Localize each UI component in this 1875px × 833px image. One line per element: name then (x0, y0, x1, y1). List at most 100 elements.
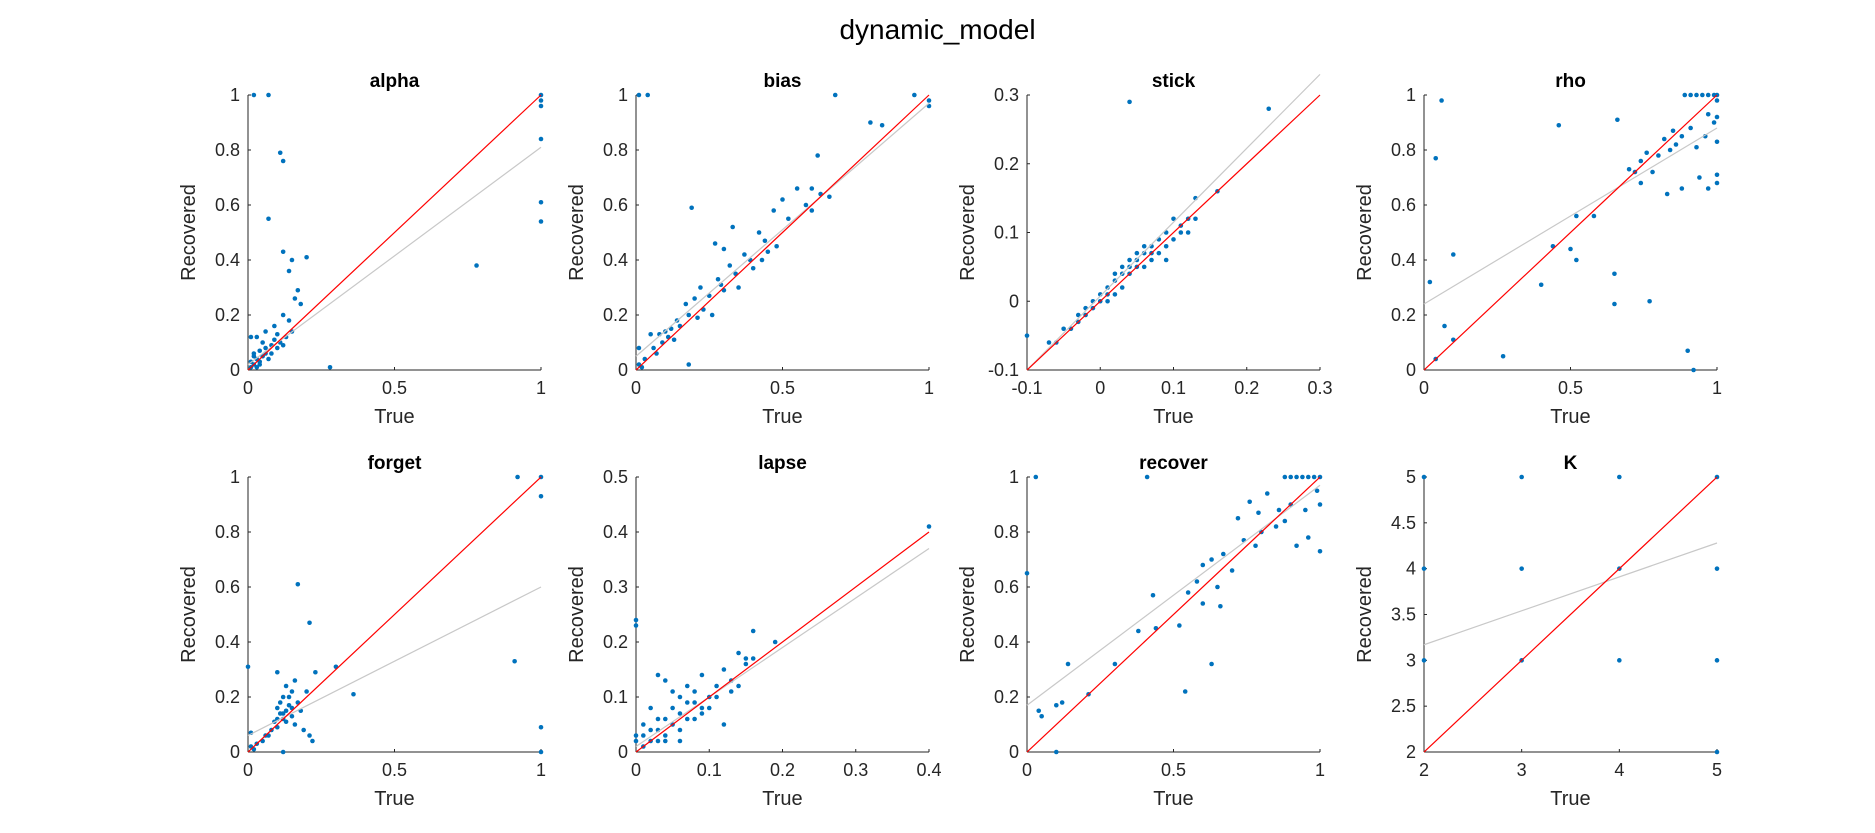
data-point (1305, 474, 1311, 480)
data-point (275, 345, 280, 351)
y-tick-label: 0.6 (215, 577, 240, 597)
data-point (1705, 92, 1711, 98)
data-point (648, 727, 653, 733)
panel-lapse: 0 0.1 0.2 0.3 0.4 0 0.1 0.2 0.3 0.4 0.5 lapse True Re… (566, 453, 942, 810)
data-point (277, 150, 283, 156)
x-axis-label: True (1550, 406, 1590, 428)
data-point (1105, 285, 1110, 290)
data-point (663, 733, 668, 738)
data-point (714, 683, 719, 689)
data-point (1519, 474, 1524, 480)
data-point (750, 628, 756, 634)
data-point (257, 348, 263, 354)
data-point (1714, 139, 1720, 145)
x-tick-label: 0.2 (770, 760, 795, 780)
data-point (1670, 128, 1676, 134)
data-point (1294, 543, 1299, 549)
y-tick-label: 0.4 (603, 250, 628, 270)
x-tick-label: 1 (536, 760, 546, 780)
data-point (636, 92, 642, 98)
data-point (1656, 153, 1661, 158)
data-point (684, 683, 690, 689)
data-point (663, 716, 668, 722)
data-point (743, 656, 749, 661)
x-tick-label: 0.5 (1558, 378, 1583, 398)
data-point (780, 197, 785, 202)
y-tick-label: 4 (1406, 559, 1416, 579)
y-axis-label: Recovered (566, 184, 588, 281)
x-tick-label: 0.4 (916, 760, 941, 780)
data-point (1264, 491, 1270, 496)
fit-line (1423, 542, 1718, 646)
data-point (269, 351, 274, 356)
data-point (266, 92, 271, 98)
data-point (313, 669, 318, 675)
data-point (1282, 518, 1288, 524)
data-point (283, 708, 289, 714)
data-point (295, 581, 301, 587)
data-point (1694, 92, 1699, 98)
panel-recover: 0 0.5 1 0 0.2 0.4 0.6 0.8 1 recover True Recovered (957, 453, 1325, 810)
y-tick-label: 1 (618, 85, 628, 105)
data-point (1626, 166, 1632, 172)
data-point (1036, 708, 1042, 714)
y-tick-label: 0 (1406, 360, 1416, 380)
data-point (1688, 92, 1693, 98)
fit-line (1423, 127, 1718, 305)
panel-alpha: 0 0.5 1 0 0.2 0.4 0.6 0.8 1 alpha True Recovered (178, 71, 546, 428)
data-point (730, 224, 735, 230)
data-point (292, 296, 298, 301)
data-point (1647, 298, 1652, 304)
data-point (912, 92, 917, 98)
data-point (280, 158, 286, 164)
data-point (1705, 186, 1711, 191)
data-point (1182, 689, 1188, 694)
x-tick-label: 0 (1095, 378, 1105, 398)
data-point (671, 337, 677, 343)
data-point (1311, 474, 1317, 480)
data-point (633, 623, 639, 628)
data-point (633, 738, 639, 744)
data-point (641, 733, 646, 738)
y-tick-label: 0.2 (215, 687, 240, 707)
y-tick-label: 0 (618, 360, 628, 380)
data-point (1685, 348, 1690, 354)
data-point (645, 92, 651, 98)
x-tick-label: 0 (1419, 378, 1429, 398)
data-point (1127, 99, 1132, 105)
data-point (684, 716, 690, 722)
y-tick-label: 1 (1406, 85, 1416, 105)
data-point (286, 318, 292, 323)
y-tick-label: 0.4 (1391, 250, 1416, 270)
y-axis-label: Recovered (178, 566, 200, 663)
data-point (1442, 323, 1447, 329)
x-tick-label: 1 (536, 378, 546, 398)
data-point (280, 749, 286, 755)
panel-stick: -0.1 0 0.1 0.2 0.3 -0.1 0 0.1 0.2 0.3 stick True Rec… (957, 71, 1333, 428)
data-point (1574, 213, 1579, 219)
data-point (263, 329, 268, 334)
data-point (1679, 186, 1685, 191)
data-point (1691, 367, 1696, 373)
identity-line (1026, 476, 1321, 753)
data-point (254, 334, 260, 340)
panel-title: recover (1139, 453, 1208, 474)
data-point (1235, 515, 1241, 521)
data-point (712, 241, 718, 246)
data-point (301, 727, 306, 733)
data-point (1218, 603, 1223, 609)
data-point (1714, 98, 1720, 103)
x-tick-label: 0 (243, 760, 253, 780)
data-point (1697, 175, 1702, 180)
data-point (648, 331, 653, 337)
data-point (1209, 661, 1214, 667)
y-tick-label: 3.5 (1391, 605, 1416, 625)
data-point (304, 689, 309, 694)
data-point (272, 337, 277, 343)
data-point (1519, 566, 1524, 571)
data-point (868, 120, 873, 125)
y-axis-label: Recovered (957, 566, 979, 663)
data-point (538, 219, 544, 224)
y-tick-label: 0 (618, 742, 628, 762)
data-point (721, 722, 727, 727)
